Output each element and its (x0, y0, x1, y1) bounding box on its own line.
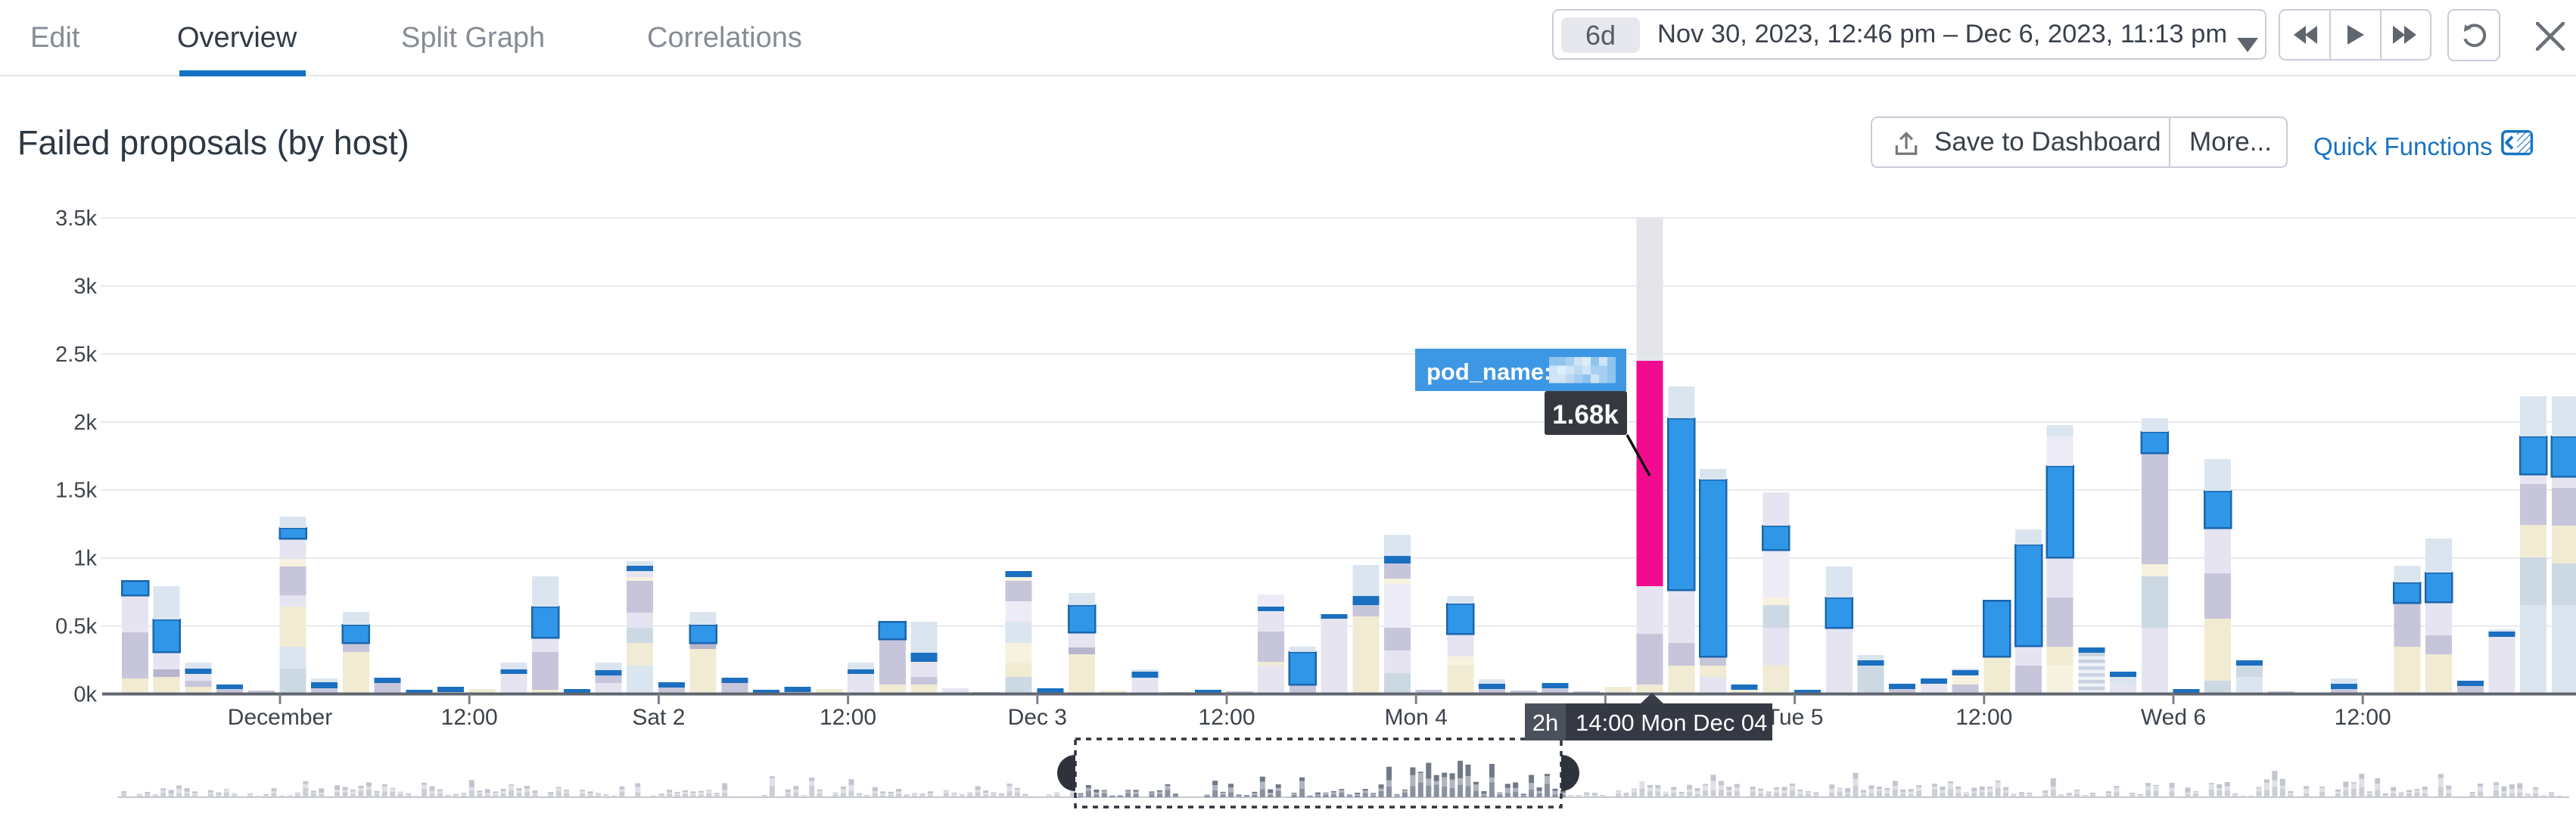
svg-text:1k: 1k (73, 547, 97, 571)
svg-text:12:00: 12:00 (441, 705, 498, 730)
svg-text:3.5k: 3.5k (55, 206, 97, 231)
svg-text:12:00: 12:00 (820, 705, 876, 730)
svg-text:3k: 3k (73, 275, 97, 299)
svg-text:Mon 4: Mon 4 (1385, 705, 1448, 730)
svg-text:2.5k: 2.5k (55, 343, 97, 367)
svg-text:Tue 5: Tue 5 (1766, 705, 1824, 730)
svg-text:Wed 6: Wed 6 (2141, 705, 2206, 730)
svg-text:2k: 2k (73, 411, 97, 435)
svg-text:December: December (228, 705, 332, 730)
svg-text:1.5k: 1.5k (55, 479, 97, 503)
svg-text:Dec 3: Dec 3 (1008, 705, 1067, 730)
svg-text:Sat 2: Sat 2 (632, 705, 685, 730)
svg-text:0k: 0k (73, 683, 97, 707)
svg-text:12:00: 12:00 (2335, 705, 2391, 730)
svg-text:12:00: 12:00 (1198, 705, 1255, 730)
svg-text:14:00 Mon Dec 04: 14:00 Mon Dec 04 (1576, 709, 1767, 736)
svg-text:12:00: 12:00 (1955, 705, 2012, 730)
svg-text:2h: 2h (1532, 709, 1558, 736)
svg-text:0.5k: 0.5k (55, 615, 97, 639)
svg-text:1.68k: 1.68k (1552, 400, 1619, 430)
svg-text:pod_name:: pod_name: (1426, 359, 1551, 385)
